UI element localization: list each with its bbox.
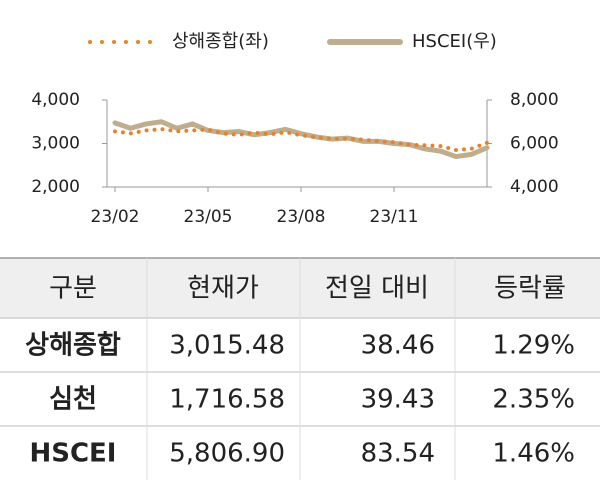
x-tick-label: 23/02: [91, 207, 140, 227]
table-cell: 3,015.48: [169, 331, 285, 361]
legend-label: 상해종합(좌): [172, 31, 269, 52]
table-cell: 1.29%: [492, 331, 575, 361]
x-tick-label: 23/05: [184, 207, 233, 227]
row-label: HSCEI: [29, 439, 116, 469]
table-cell: 1,716.58: [169, 385, 285, 415]
y2-tick-label: 8,000: [510, 90, 559, 110]
row-label: 심천: [49, 385, 97, 415]
table-cell: 1.46%: [492, 439, 575, 469]
table-cell: 2.35%: [492, 385, 575, 415]
table-cell: 38.46: [361, 331, 435, 361]
row-label: 상해종합: [25, 331, 121, 361]
y-tick-label: 3,000: [31, 134, 80, 154]
table-header-cell: 등락률: [494, 274, 566, 304]
y-tick-label: 4,000: [31, 90, 80, 110]
legend-label: HSCEI(우): [412, 31, 497, 52]
series-line: [112, 119, 490, 160]
table-cell: 5,806.90: [169, 439, 285, 469]
table-cell: 83.54: [361, 439, 435, 469]
table-cell: 39.43: [361, 385, 435, 415]
y-tick-label: 2,000: [31, 177, 80, 197]
y2-tick-label: 6,000: [510, 134, 559, 154]
table-header-cell: 전일 대비: [325, 274, 429, 304]
x-tick-label: 23/11: [370, 207, 419, 227]
table-header-cell: 구분: [49, 274, 97, 304]
table-header-cell: 현재가: [187, 274, 259, 304]
x-tick-label: 23/08: [277, 207, 326, 227]
series-line: [113, 127, 489, 153]
y2-tick-label: 4,000: [510, 177, 559, 197]
